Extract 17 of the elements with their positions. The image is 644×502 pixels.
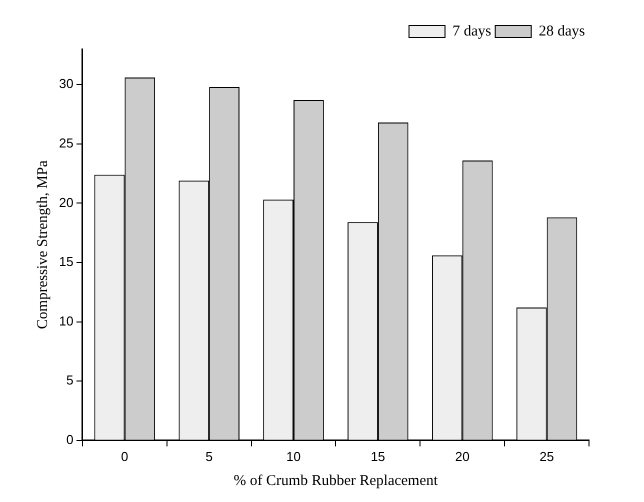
x-tick-label: 25: [540, 448, 554, 464]
x-tick-label: 10: [286, 448, 301, 464]
legend-label: 28 days: [538, 23, 586, 40]
y-axis-title: Compressive Strength, MPa: [34, 160, 51, 330]
y-tick-label: 0: [66, 432, 74, 447]
legend-label: 7 days: [452, 23, 492, 40]
x-tick-label: 5: [205, 448, 213, 464]
x-tick-label: 15: [370, 448, 386, 464]
y-tick-label: 25: [58, 135, 74, 150]
x-tick-label: 0: [121, 448, 128, 464]
y-tick-label: 5: [66, 372, 74, 388]
y-tick-label: 20: [58, 194, 74, 210]
y-tick-label: 30: [58, 76, 74, 92]
y-tick-label: 10: [58, 313, 74, 328]
x-axis-title: % of Crumb Rubber Replacement: [234, 472, 439, 489]
x-tick-label: 20: [455, 448, 470, 464]
y-tick-label: 15: [58, 254, 74, 270]
